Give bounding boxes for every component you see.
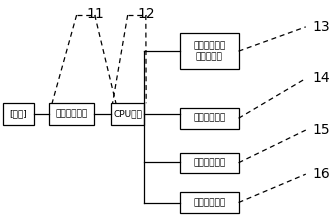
Bar — [111, 103, 144, 125]
Text: CPU单元: CPU单元 — [113, 109, 142, 118]
Bar — [180, 33, 239, 69]
Bar — [180, 153, 239, 173]
Text: [按键]: [按键] — [10, 109, 27, 118]
Bar — [3, 103, 34, 125]
Bar — [180, 192, 239, 213]
Text: 12: 12 — [137, 7, 155, 21]
Bar — [180, 108, 239, 129]
Bar — [49, 103, 94, 125]
Text: 换相单元电路: 换相单元电路 — [193, 114, 225, 123]
Text: 驱动单元电路: 驱动单元电路 — [55, 109, 87, 118]
Text: 射频单元电路: 射频单元电路 — [193, 158, 225, 167]
Text: 16: 16 — [312, 167, 330, 181]
Text: 13: 13 — [312, 20, 330, 34]
Text: 15: 15 — [312, 123, 330, 137]
Text: 电源单元电路: 电源单元电路 — [193, 198, 225, 207]
Text: 14: 14 — [312, 71, 330, 86]
Text: 数码管及指示
灯显示电路: 数码管及指示 灯显示电路 — [193, 41, 225, 61]
Text: 11: 11 — [87, 7, 104, 21]
